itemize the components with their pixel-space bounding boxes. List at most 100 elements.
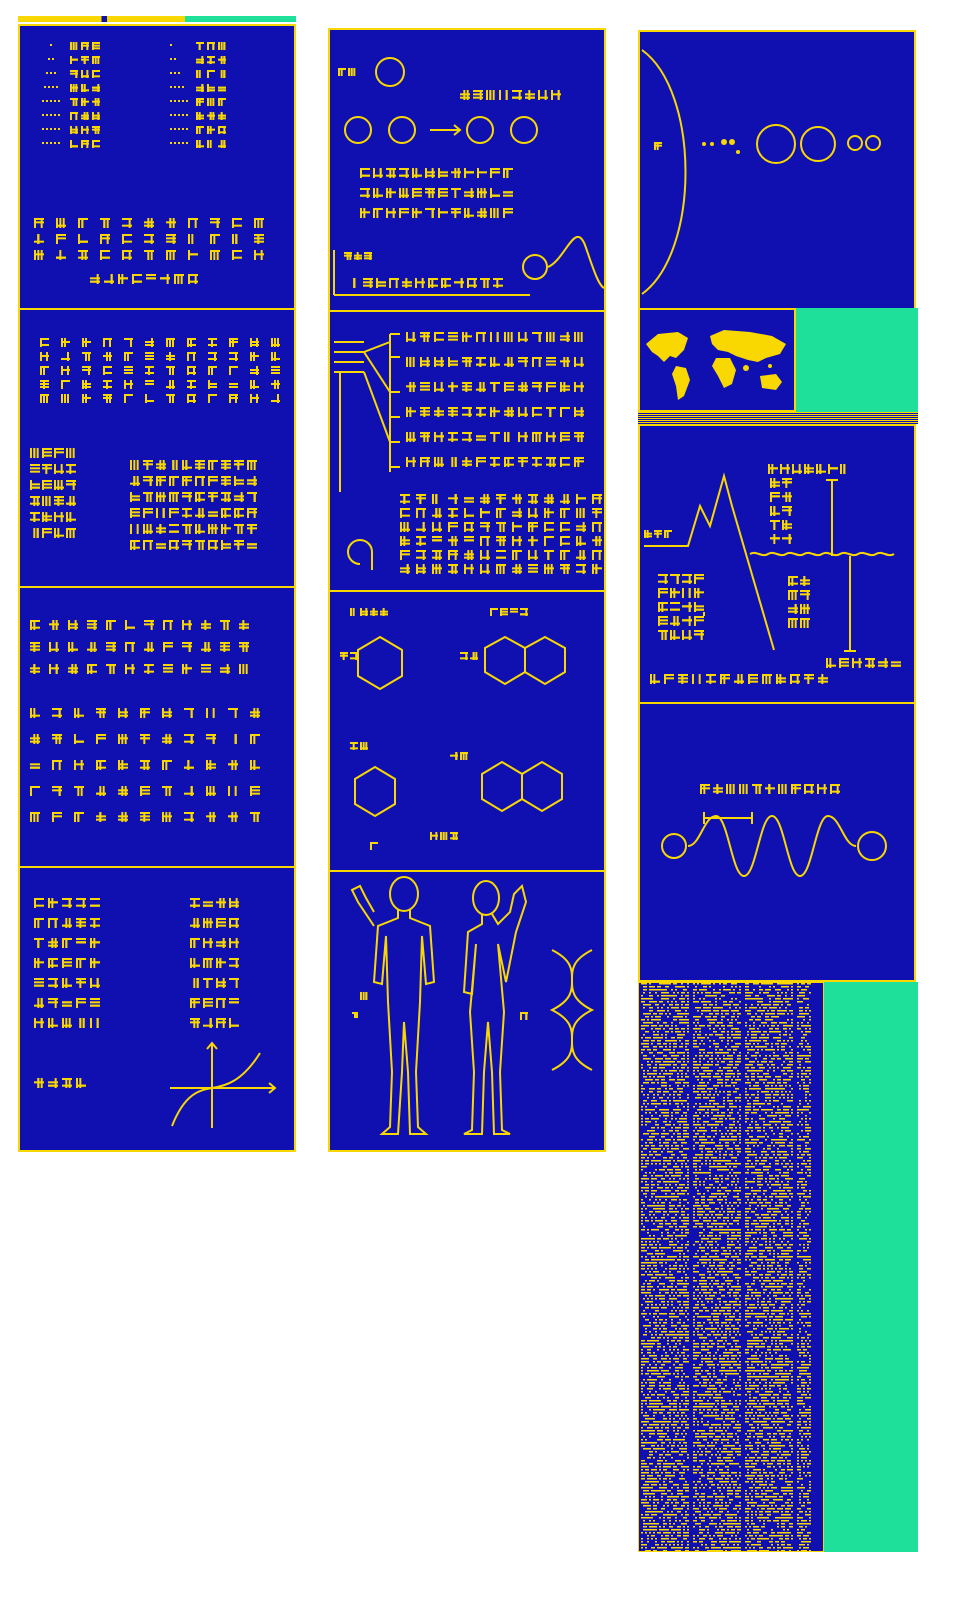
glyph-mark	[451, 188, 461, 198]
data-cell-mark	[777, 1040, 779, 1042]
data-cell-mark	[739, 1136, 741, 1138]
data-cell-mark	[797, 995, 799, 997]
data-cell-mark	[723, 995, 725, 997]
glyph-mark	[462, 382, 472, 392]
data-cell-mark	[757, 1064, 759, 1066]
data-cell-mark	[805, 1145, 807, 1147]
data-cell-mark	[711, 1157, 713, 1159]
data-cell-mark	[791, 1166, 793, 1168]
glyph-mark	[143, 508, 153, 518]
data-cell-mark	[669, 1202, 671, 1204]
data-cell-mark	[759, 1079, 761, 1081]
glyph-mark	[503, 191, 513, 197]
glyph-mark	[143, 524, 153, 534]
data-cell-mark	[647, 1070, 649, 1072]
data-cell-mark	[703, 1109, 705, 1111]
data-cell-mark	[731, 1136, 733, 1138]
data-cell-mark	[721, 1019, 723, 1021]
glyph-mark	[52, 708, 62, 718]
glyph-mark	[33, 528, 39, 538]
data-cell-mark	[735, 1139, 737, 1141]
data-cell-mark	[685, 1187, 687, 1189]
data-cell-mark	[707, 1115, 709, 1117]
data-cell-mark	[723, 1091, 725, 1093]
data-cell-mark	[659, 1244, 661, 1246]
data-cell-mark	[773, 1106, 775, 1108]
data-cell-mark	[769, 1229, 771, 1231]
data-cell-mark	[665, 998, 667, 1000]
data-cell-mark	[713, 1010, 715, 1012]
glyph-mark	[190, 998, 200, 1008]
data-cell-mark	[805, 1163, 807, 1165]
data-cell-mark	[787, 1079, 789, 1081]
data-cell-mark	[695, 1127, 697, 1129]
data-cell-mark	[797, 1109, 799, 1111]
data-cell-mark	[731, 986, 733, 988]
data-cell-mark	[675, 1004, 677, 1006]
data-cell-mark	[703, 1073, 705, 1075]
data-cell-mark	[809, 992, 811, 994]
data-cell-mark	[695, 1157, 697, 1159]
data-cell-mark	[663, 1148, 665, 1150]
data-cell-mark	[715, 1046, 717, 1048]
data-cell-mark	[715, 1157, 717, 1159]
data-cell-mark	[699, 1112, 701, 1114]
glyph-mark	[208, 338, 217, 347]
count-dot	[178, 100, 180, 102]
data-cell-mark	[709, 1004, 711, 1006]
data-cell-mark	[677, 1127, 679, 1129]
data-cell-mark	[781, 1136, 783, 1138]
glyph-mark	[490, 432, 500, 442]
data-cell-mark	[687, 1004, 689, 1006]
data-cell-mark	[687, 1049, 689, 1051]
data-cell-mark	[671, 1172, 673, 1174]
data-cell-mark	[777, 1028, 779, 1030]
data-cell-mark	[807, 1106, 809, 1108]
data-cell-mark	[695, 1271, 697, 1273]
data-cell-mark	[779, 1211, 781, 1213]
data-cell-mark	[773, 1010, 775, 1012]
glyph-mark	[546, 432, 556, 442]
data-cell-mark	[739, 1247, 741, 1249]
data-cell-mark	[707, 1205, 709, 1207]
data-cell-mark	[683, 1259, 685, 1261]
data-cell-mark	[739, 1115, 741, 1117]
data-cell-mark	[647, 1079, 649, 1081]
data-cell-mark	[771, 1265, 773, 1267]
data-cell-mark	[781, 1124, 783, 1126]
data-cell-mark	[787, 1124, 789, 1126]
glyph-mark	[220, 70, 226, 78]
data-cell-mark	[647, 1184, 649, 1186]
data-cell-mark	[655, 1178, 657, 1180]
data-cell-mark	[665, 1040, 667, 1042]
data-cell-mark	[753, 1025, 755, 1027]
data-cell-mark	[723, 1136, 725, 1138]
data-cell-mark	[797, 1001, 799, 1003]
glyph-mark	[512, 90, 522, 100]
data-cell-mark	[737, 1043, 739, 1045]
data-cell-mark	[669, 1043, 671, 1045]
data-cell-mark	[803, 992, 805, 994]
glyph-mark	[166, 218, 176, 228]
data-cell-mark	[733, 1163, 735, 1165]
data-cell-mark	[723, 1211, 725, 1213]
data-cell-mark	[697, 1070, 699, 1072]
data-cell-mark	[649, 995, 651, 997]
data-cell-mark	[763, 1130, 765, 1132]
data-cell-mark	[697, 1271, 699, 1273]
glyph-mark	[216, 998, 226, 1008]
data-cell-mark	[679, 1034, 681, 1036]
data-cell-mark	[655, 1151, 657, 1153]
data-cell-mark	[651, 1211, 653, 1213]
glyph-mark	[162, 786, 172, 796]
data-cell-mark	[737, 1076, 739, 1078]
data-cell-mark	[777, 1088, 779, 1090]
data-cell-mark	[677, 1169, 679, 1171]
data-cell-mark	[721, 1169, 723, 1171]
data-cell-mark	[673, 1154, 675, 1156]
data-cell-mark	[761, 1205, 763, 1207]
data-cell-mark	[659, 1037, 661, 1039]
data-cell-mark	[721, 1271, 723, 1273]
data-cell-mark	[701, 992, 703, 994]
data-cell-mark	[697, 1118, 699, 1120]
